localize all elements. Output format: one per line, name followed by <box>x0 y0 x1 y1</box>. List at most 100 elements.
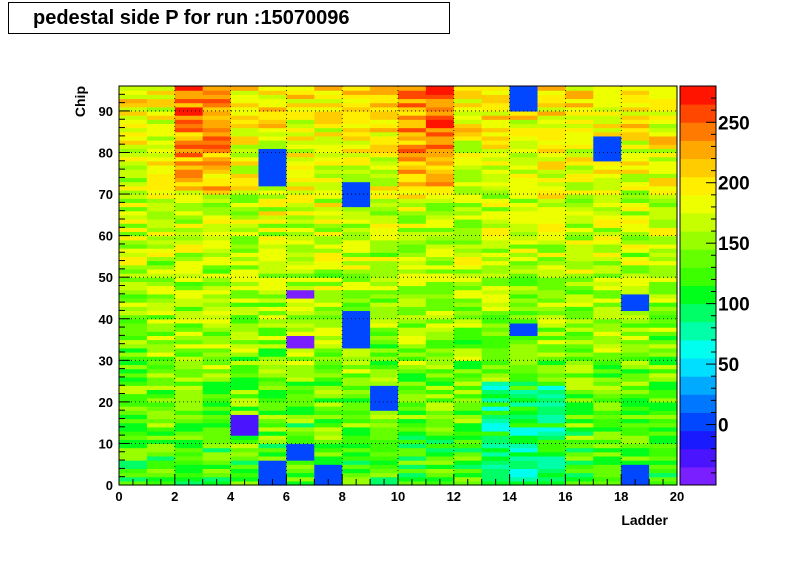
palette-swatch <box>680 466 716 486</box>
heatmap-cell <box>342 318 371 324</box>
heatmap-cell <box>258 277 287 282</box>
heatmap-cell <box>453 447 483 453</box>
heatmap-cell <box>537 447 566 453</box>
heatmap-cell <box>537 98 566 104</box>
heatmap-cell <box>174 414 204 420</box>
heatmap-cell <box>537 131 566 137</box>
heatmap-cell <box>286 235 315 241</box>
heatmap-cell <box>593 410 622 415</box>
heatmap-cell <box>258 356 287 361</box>
heatmap-cell <box>146 90 176 95</box>
heatmap-cell <box>146 293 176 299</box>
heatmap-cell <box>314 194 343 199</box>
heatmap-cell <box>398 152 427 158</box>
heatmap-cell <box>146 455 176 461</box>
heatmap-cell <box>398 322 427 328</box>
heatmap-cell <box>453 347 483 353</box>
heatmap-cell <box>481 455 511 461</box>
heatmap-cell <box>230 106 260 112</box>
heatmap-cell <box>314 285 343 291</box>
heatmap-cell <box>453 426 483 432</box>
heatmap-cell <box>565 281 594 287</box>
heatmap-cell <box>202 293 232 299</box>
heatmap-cell <box>565 318 594 324</box>
heatmap-cell <box>174 352 204 357</box>
heatmap-cell <box>202 455 232 461</box>
heatmap-cell <box>565 339 594 345</box>
heatmap-cell <box>565 119 594 125</box>
heatmap-cell <box>342 206 371 212</box>
heatmap-cell <box>509 239 539 245</box>
heatmap-cell <box>509 202 539 208</box>
heatmap-cell <box>398 231 427 237</box>
heatmap-cell <box>258 173 287 179</box>
heatmap-cell <box>593 281 622 287</box>
heatmap-cell <box>453 281 483 287</box>
heatmap-cell <box>425 173 455 179</box>
palette-swatch <box>680 212 716 232</box>
heatmap-cell <box>146 214 176 220</box>
heatmap-cell <box>425 239 455 245</box>
heatmap-cell <box>230 202 260 208</box>
heatmap-cell <box>509 443 539 449</box>
heatmap-cell <box>537 306 566 312</box>
heatmap-cell <box>649 426 678 432</box>
heatmap-cell <box>258 177 287 183</box>
heatmap-cell <box>230 335 260 341</box>
heatmap-cell <box>119 364 148 370</box>
heatmap-cell <box>593 185 622 191</box>
heatmap-cell <box>453 289 483 295</box>
heatmap-cell <box>509 289 539 295</box>
heatmap-cell <box>342 426 371 432</box>
heatmap-cell <box>202 160 232 166</box>
heatmap-cell <box>649 447 678 453</box>
heatmap-cell <box>370 181 399 187</box>
heatmap-cell <box>286 110 315 116</box>
heatmap-cell <box>593 106 622 112</box>
heatmap-cell <box>425 281 455 287</box>
heatmap-cell <box>370 360 399 366</box>
heatmap-cell <box>425 181 455 187</box>
heatmap-cell <box>565 273 594 278</box>
heatmap-cell <box>593 422 622 428</box>
heatmap-cell <box>593 102 622 108</box>
heatmap-cell <box>314 260 343 266</box>
heatmap-cell <box>342 248 371 253</box>
heatmap-cell <box>593 256 622 262</box>
heatmap-cell <box>481 115 511 120</box>
heatmap-cell <box>453 310 483 316</box>
heatmap-cell <box>286 98 315 104</box>
heatmap-cell <box>621 331 650 336</box>
heatmap-cell <box>593 418 622 424</box>
heatmap-cell <box>565 264 594 270</box>
heatmap-cell <box>174 339 204 345</box>
heatmap-cell <box>509 410 539 415</box>
heatmap-cell <box>621 422 650 428</box>
heatmap-cell <box>425 331 455 336</box>
heatmap-cell <box>174 119 204 125</box>
heatmap-cell <box>258 352 287 357</box>
heatmap-cell <box>119 414 148 420</box>
heatmap-cell <box>453 364 483 370</box>
heatmap-cell <box>119 268 148 274</box>
x-tick-label: 14 <box>502 489 517 504</box>
heatmap-cell <box>537 148 566 154</box>
heatmap-cell <box>425 376 455 382</box>
heatmap-cell <box>119 115 148 120</box>
heatmap-cell <box>370 86 399 91</box>
heatmap-cell <box>509 331 539 336</box>
heatmap-cell <box>146 422 176 428</box>
heatmap-cell <box>621 356 650 361</box>
heatmap-cell <box>202 472 232 478</box>
heatmap-cell <box>230 418 260 424</box>
heatmap-cell <box>398 464 427 469</box>
heatmap-cell <box>258 447 287 453</box>
heatmap-cell <box>593 239 622 245</box>
heatmap-cell <box>425 156 455 162</box>
heatmap-cell <box>537 356 566 361</box>
heatmap-cell <box>593 302 622 307</box>
heatmap-cell <box>230 277 260 282</box>
heatmap-cell <box>119 94 148 100</box>
heatmap-cell <box>342 339 371 345</box>
heatmap-cell <box>621 401 650 407</box>
